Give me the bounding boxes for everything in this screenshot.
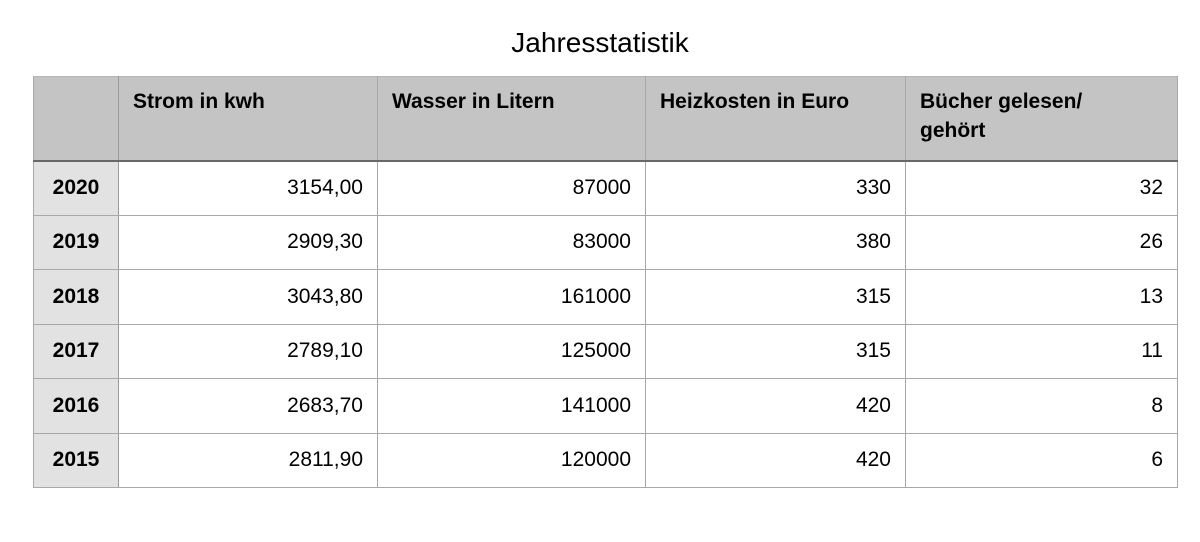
year-cell: 2016 xyxy=(33,378,119,434)
wasser-cell: 87000 xyxy=(377,160,646,216)
wasser-cell: 125000 xyxy=(377,323,646,379)
table-row-2017: 2017 2789,10 125000 315 11 xyxy=(33,323,1178,379)
table-row-2015: 2015 2811,90 120000 420 6 xyxy=(33,432,1178,488)
heizkosten-cell: 380 xyxy=(645,214,906,270)
heizkosten-cell: 420 xyxy=(645,378,906,434)
wasser-cell: 83000 xyxy=(377,214,646,270)
buecher-cell: 32 xyxy=(905,160,1178,216)
year-cell: 2020 xyxy=(33,160,119,216)
jahresstatistik-table: Strom in kwh Wasser in Litern Heizkosten… xyxy=(33,76,1178,488)
strom-cell: 2683,70 xyxy=(118,378,378,434)
heizkosten-cell: 420 xyxy=(645,432,906,488)
strom-cell: 2909,30 xyxy=(118,214,378,270)
buecher-cell: 11 xyxy=(905,323,1178,379)
strom-cell: 3043,80 xyxy=(118,269,378,325)
wasser-cell: 120000 xyxy=(377,432,646,488)
year-cell: 2019 xyxy=(33,214,119,270)
table-row-2019: 2019 2909,30 83000 380 26 xyxy=(33,214,1178,270)
wasser-cell: 141000 xyxy=(377,378,646,434)
header-cell-blank xyxy=(33,76,119,162)
heizkosten-cell: 315 xyxy=(645,323,906,379)
header-cell-wasser: Wasser in Litern xyxy=(377,76,646,162)
strom-cell: 2789,10 xyxy=(118,323,378,379)
buecher-cell: 8 xyxy=(905,378,1178,434)
table-row-2016: 2016 2683,70 141000 420 8 xyxy=(33,378,1178,434)
heizkosten-cell: 315 xyxy=(645,269,906,325)
header-cell-heizkosten: Heizkosten in Euro xyxy=(645,76,906,162)
strom-cell: 3154,00 xyxy=(118,160,378,216)
heizkosten-cell: 330 xyxy=(645,160,906,216)
wasser-cell: 161000 xyxy=(377,269,646,325)
header-cell-strom: Strom in kwh xyxy=(118,76,378,162)
buecher-cell: 6 xyxy=(905,432,1178,488)
year-cell: 2017 xyxy=(33,323,119,379)
table-row-2020: 2020 3154,00 87000 330 32 xyxy=(33,160,1178,216)
table-row-2018: 2018 3043,80 161000 315 13 xyxy=(33,269,1178,325)
year-cell: 2018 xyxy=(33,269,119,325)
strom-cell: 2811,90 xyxy=(118,432,378,488)
buecher-cell: 26 xyxy=(905,214,1178,270)
year-cell: 2015 xyxy=(33,432,119,488)
buecher-cell: 13 xyxy=(905,269,1178,325)
header-row: Strom in kwh Wasser in Litern Heizkosten… xyxy=(33,76,1178,162)
page-title: Jahresstatistik xyxy=(511,27,689,58)
header-cell-buecher: Bücher gelesen/ gehört xyxy=(905,76,1178,162)
